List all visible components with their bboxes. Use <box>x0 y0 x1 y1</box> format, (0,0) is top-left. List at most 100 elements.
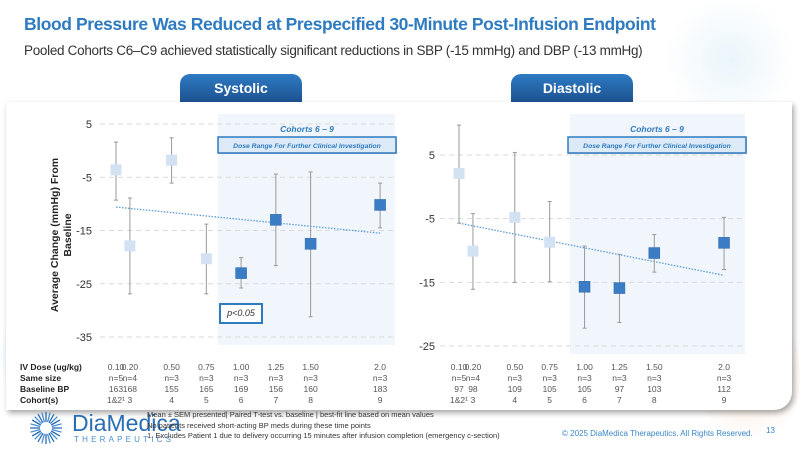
trendline <box>115 206 381 234</box>
table-cell: 112 <box>717 384 731 394</box>
data-point <box>124 240 136 252</box>
table-cell: 4 <box>169 395 174 405</box>
table-cell: 0.10 <box>107 362 125 372</box>
table-cell: 1.25 <box>611 362 628 372</box>
sunburst-ray <box>30 423 41 428</box>
sunburst-ray <box>34 416 43 425</box>
table-cell: n=3 <box>647 373 662 383</box>
table-cell: 5 <box>547 395 553 405</box>
sunburst-ray <box>51 423 62 428</box>
table-cell: 0.10 <box>450 362 468 372</box>
page-subtitle: Pooled Cohorts C6–C9 achieved statistica… <box>24 43 643 58</box>
table-cell: 3 <box>470 395 476 405</box>
data-point <box>718 237 730 249</box>
table-cell: n=4 <box>465 373 481 383</box>
table-cell: 0.75 <box>541 362 558 372</box>
sunburst-ray <box>50 430 61 437</box>
sunburst-ray <box>37 432 44 443</box>
table-cell: n=3 <box>268 373 284 383</box>
table-cell: 1.50 <box>302 362 319 372</box>
table-cell: 109 <box>507 384 522 394</box>
y-tick-label: -5 <box>82 172 92 184</box>
sunburst-ray <box>50 419 61 426</box>
y-tick-label: 5 <box>86 119 92 131</box>
table-cell: n=3 <box>303 373 318 383</box>
logo-sunburst-icon <box>30 412 62 444</box>
table-cell: 0.50 <box>163 362 180 372</box>
data-point <box>270 214 282 226</box>
table-cell: 7 <box>617 395 622 405</box>
table-cell: 5 <box>203 395 209 405</box>
footnote: Mean ± SEM presented| Paired T-test vs. … <box>147 410 434 419</box>
table-cell: 183 <box>373 384 388 394</box>
table-cell: 97 <box>614 384 625 394</box>
trendline <box>458 222 725 276</box>
table-cell: n=4 <box>122 373 138 383</box>
y-tick-label: 5 <box>429 150 435 162</box>
table-cell: 160 <box>303 384 318 394</box>
cohorts-label: Cohorts 6 – 9 <box>630 124 684 134</box>
sunburst-ray <box>49 431 58 440</box>
table-cell: n=3 <box>233 373 249 383</box>
sunburst-ray <box>46 412 51 423</box>
dose-range-box <box>567 136 747 154</box>
table-cell: 169 <box>234 384 249 394</box>
data-point <box>544 236 556 248</box>
sunburst-ray <box>34 431 43 440</box>
table-cell: 0.20 <box>464 362 482 372</box>
sunburst-ray <box>48 413 55 424</box>
table-cell: 6 <box>582 395 587 405</box>
data-point <box>166 154 178 166</box>
table-cell: 4 <box>512 395 518 405</box>
table-cell: 1&2¹ <box>107 395 125 405</box>
y-tick-label: -25 <box>76 279 92 291</box>
sunburst-ray <box>31 430 42 437</box>
data-point <box>509 211 521 223</box>
footnotes: Mean ± SEM presented| Paired T-test vs. … <box>147 410 500 442</box>
page-title: Blood Pressure Was Reduced at Prespecifi… <box>24 14 656 34</box>
dose-range-label: Dose Range For Further Clinical Investig… <box>583 143 731 150</box>
sunburst-ray <box>37 413 44 424</box>
logo-subtitle: THERAPEUTICS <box>74 435 175 444</box>
table-row-label: Baseline BP <box>20 384 70 394</box>
table-cell: 8 <box>308 395 313 405</box>
diamedica-logo: DiaMedica THERAPEUTICS <box>24 410 181 451</box>
table-cell: 1.50 <box>646 362 663 372</box>
table-cell: n=3 <box>164 373 179 383</box>
sunburst-ray <box>46 433 51 444</box>
data-point <box>578 281 591 293</box>
y-tick-label: -5 <box>425 214 435 226</box>
sunburst-ray <box>30 428 41 433</box>
table-cell: 1&2¹ <box>450 395 468 405</box>
table-cell: 105 <box>577 384 592 394</box>
table-cell: n=3 <box>716 373 732 383</box>
data-point <box>110 164 122 176</box>
table-cell: 2.0 <box>718 362 730 372</box>
tab-systolic: Systolic <box>180 74 302 104</box>
page-number: 13 <box>766 426 775 435</box>
table-row-label: Same size <box>20 373 62 383</box>
sunburst-ray <box>41 433 46 444</box>
table-cell: n=3 <box>199 373 214 383</box>
table-row-label: Cohort(s) <box>20 395 59 405</box>
table-cell: 7 <box>273 395 279 405</box>
table-cell: 155 <box>164 384 179 394</box>
table-cell: 168 <box>122 384 137 394</box>
table-cell: 165 <box>199 384 214 394</box>
table-cell: 97 <box>454 384 464 394</box>
table-cell: n=3 <box>612 373 627 383</box>
table-cell: 6 <box>238 395 244 405</box>
sunburst-ray <box>51 428 62 433</box>
y-tick-label: -35 <box>76 332 92 344</box>
table-cell: 8 <box>651 395 657 405</box>
dose-range-box <box>217 136 397 154</box>
table-cell: 1.00 <box>576 362 593 372</box>
y-tick-label: -25 <box>419 341 435 353</box>
dose-range-label: Dose Range For Further Clinical Investig… <box>233 143 381 150</box>
table-cell: n=3 <box>507 373 523 383</box>
data-point <box>648 247 661 259</box>
table-cell: 1.00 <box>232 362 250 372</box>
table-cell: 98 <box>468 384 478 394</box>
y-tick-label: -15 <box>76 226 92 238</box>
